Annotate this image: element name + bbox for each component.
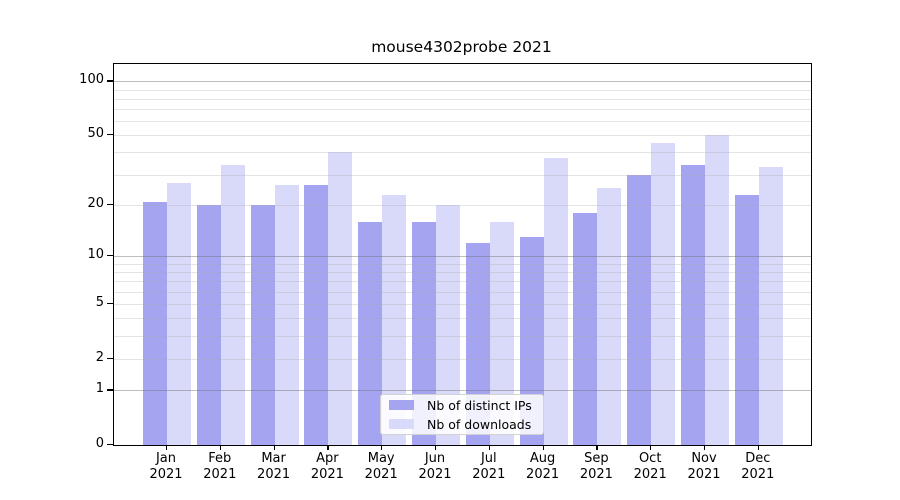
- x-tick-mark-oct: [650, 445, 652, 450]
- gridline-minor-40: [114, 152, 811, 154]
- legend-item-distinct-ips: Nb of distinct IPs: [381, 398, 543, 413]
- bar-nb-of-downloads-oct: [651, 143, 676, 445]
- y-tick-mark-10: [107, 255, 113, 257]
- x-tick-mark-aug: [542, 445, 544, 450]
- bar-nb-of-distinct-ips-mar: [250, 205, 275, 445]
- y-tick-mark-50: [107, 134, 113, 136]
- bar-nb-of-distinct-ips-jan: [143, 201, 167, 445]
- x-tick-label-feb: Feb 2021: [203, 451, 237, 482]
- bar-nb-of-distinct-ips-feb: [196, 205, 221, 445]
- x-tick-mark-nov: [704, 445, 706, 450]
- legend: Nb of distinct IPs Nb of downloads: [380, 394, 544, 435]
- y-tick-label-10: 10: [87, 247, 104, 263]
- gridline-minor-50: [114, 135, 811, 137]
- y-tick-label-0: 0: [95, 436, 104, 451]
- bar-nb-of-distinct-ips-dec: [734, 194, 759, 445]
- bar-nb-of-downloads-jan: [167, 182, 191, 445]
- y-tick-label-50: 50: [87, 126, 104, 142]
- bar-nb-of-downloads-nov: [705, 135, 729, 445]
- gridline-minor-9: [114, 263, 811, 265]
- x-tick-label-mar: Mar 2021: [257, 451, 291, 482]
- gridline-minor-70: [114, 109, 811, 111]
- x-tick-mark-sep: [596, 445, 598, 450]
- y-tick-label-2: 2: [95, 349, 104, 365]
- bar-nb-of-distinct-ips-nov: [681, 164, 705, 445]
- gridline-major-10: [114, 256, 811, 258]
- y-tick-mark-1: [107, 389, 113, 391]
- y-tick-mark-100: [107, 80, 113, 82]
- gridline-minor-60: [114, 121, 811, 123]
- gridline-minor-5: [114, 303, 811, 305]
- x-tick-mark-jan: [166, 445, 168, 450]
- x-tick-label-jun: Jun 2021: [418, 451, 452, 482]
- bar-nb-of-distinct-ips-apr: [304, 185, 329, 445]
- y-tick-label-100: 100: [79, 72, 104, 88]
- y-tick-mark-0: [107, 444, 113, 446]
- x-tick-label-nov: Nov 2021: [687, 451, 721, 482]
- gridline-major-100: [114, 81, 811, 83]
- chart-title: mouse4302probe 2021: [371, 38, 552, 56]
- legend-label-downloads: Nb of downloads: [427, 416, 532, 432]
- gridline-minor-30: [114, 174, 811, 176]
- legend-label-distinct-ips: Nb of distinct IPs: [427, 397, 532, 413]
- gridline-minor-20: [114, 205, 811, 207]
- gridline-minor-7: [114, 281, 811, 283]
- legend-item-downloads: Nb of downloads: [381, 417, 543, 432]
- x-tick-label-jul: Jul 2021: [472, 451, 506, 482]
- gridline-minor-90: [114, 89, 811, 91]
- bar-nb-of-downloads-sep: [597, 188, 622, 445]
- y-tick-label-20: 20: [87, 196, 104, 212]
- gridline-minor-4: [114, 318, 811, 320]
- x-tick-label-dec: Dec 2021: [741, 451, 775, 482]
- x-tick-label-may: May 2021: [364, 451, 398, 482]
- x-tick-label-apr: Apr 2021: [310, 451, 344, 482]
- y-tick-mark-2: [107, 357, 113, 359]
- y-tick-mark-5: [107, 302, 113, 304]
- y-tick-label-5: 5: [95, 294, 104, 310]
- x-tick-mark-jun: [435, 445, 437, 450]
- y-tick-mark-20: [107, 204, 113, 206]
- gridline-minor-3: [114, 335, 811, 337]
- plot-area: Nb of distinct IPs Nb of downloads: [113, 63, 812, 446]
- gridline-major-1: [114, 390, 811, 392]
- x-tick-mark-mar: [273, 445, 275, 450]
- gridline-minor-8: [114, 271, 811, 273]
- bar-nb-of-distinct-ips-sep: [573, 213, 598, 445]
- bar-nb-of-downloads-mar: [274, 185, 299, 445]
- x-tick-label-aug: Aug 2021: [526, 451, 560, 482]
- x-tick-mark-feb: [219, 445, 221, 450]
- x-tick-label-oct: Oct 2021: [633, 451, 667, 482]
- gridline-minor-6: [114, 291, 811, 293]
- legend-swatch-downloads: [389, 419, 414, 429]
- x-tick-mark-jul: [488, 445, 490, 450]
- x-tick-label-jan: Jan 2021: [149, 451, 183, 482]
- bar-nb-of-downloads-feb: [220, 164, 245, 445]
- x-tick-mark-may: [381, 445, 383, 450]
- x-tick-label-sep: Sep 2021: [579, 451, 613, 482]
- bar-nb-of-distinct-ips-oct: [627, 174, 652, 445]
- y-tick-label-1: 1: [95, 381, 104, 397]
- gridline-minor-2: [114, 358, 811, 360]
- legend-swatch-distinct-ips: [389, 400, 414, 410]
- bar-nb-of-distinct-ips-may: [358, 221, 383, 445]
- bar-nb-of-downloads-dec: [758, 167, 783, 445]
- gridline-minor-80: [114, 98, 811, 100]
- x-tick-mark-dec: [757, 445, 759, 450]
- bar-nb-of-downloads-aug: [543, 158, 568, 445]
- grid-layer: [114, 64, 811, 445]
- bar-nb-of-downloads-apr: [328, 152, 353, 445]
- x-tick-mark-apr: [327, 445, 329, 450]
